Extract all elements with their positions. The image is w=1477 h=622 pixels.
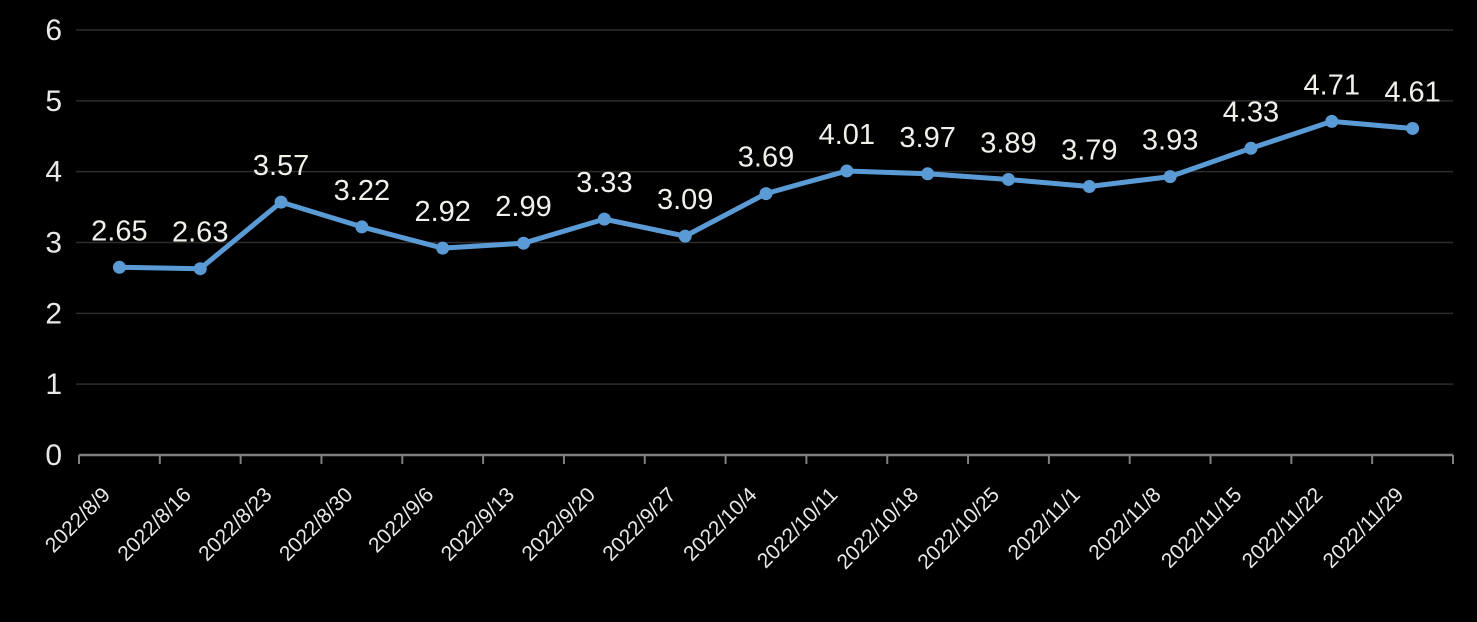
data-point-label: 3.57 [253, 150, 309, 182]
data-point-label: 2.92 [414, 196, 470, 228]
y-axis-label: 2 [45, 297, 62, 330]
data-point-label: 2.65 [91, 215, 147, 247]
x-axis-group [78, 453, 1454, 464]
x-axis-label: 2022/8/16 [113, 483, 195, 565]
markers-group [112, 114, 1420, 276]
y-axis-label: 6 [45, 14, 62, 47]
data-point-marker [840, 164, 854, 178]
x-axis-label: 2022/8/23 [194, 483, 276, 565]
data-point-label: 3.97 [899, 122, 955, 154]
y-axis-label: 1 [45, 368, 62, 401]
x-axis-label: 2022/10/11 [753, 483, 842, 572]
data-point-label: 3.22 [334, 175, 390, 207]
data-point-label: 3.93 [1142, 125, 1198, 157]
data-point-marker [921, 167, 935, 181]
y-axis-label: 3 [45, 227, 62, 260]
data-point-marker [112, 260, 126, 274]
x-axis-label: 2022/8/30 [275, 483, 357, 565]
data-point-label: 4.01 [819, 119, 875, 151]
data-point-marker [678, 229, 692, 243]
data-point-label: 3.89 [980, 127, 1036, 159]
data-point-label: 2.99 [495, 191, 551, 223]
x-axis-label: 2022/11/22 [1238, 483, 1327, 572]
data-point-label: 3.79 [1061, 135, 1117, 167]
data-point-marker [436, 241, 450, 255]
data-point-marker [597, 212, 611, 226]
data-point-label: 3.33 [576, 167, 632, 199]
data-point-marker [517, 236, 531, 250]
x-axis-label: 2022/9/13 [437, 483, 519, 565]
gridlines-group [76, 29, 1453, 385]
data-point-label: 3.69 [738, 142, 794, 174]
data-point-marker [1406, 121, 1420, 135]
data-point-marker [1244, 141, 1258, 155]
y-axis-labels-group: 0 1 2 3 4 5 6 [45, 14, 62, 472]
data-point-marker [355, 220, 369, 234]
data-point-marker [759, 187, 773, 201]
x-axis-label: 2022/8/9 [41, 483, 115, 557]
x-axis-label: 2022/11/8 [1084, 483, 1165, 564]
data-point-marker [1082, 180, 1096, 194]
x-axis-label: 2022/10/18 [833, 483, 924, 574]
x-axis-label: 2022/11/1 [1004, 483, 1085, 564]
data-point-label: 4.33 [1223, 96, 1279, 128]
x-axis-label: 2022/9/6 [364, 483, 438, 557]
data-point-label: 4.61 [1384, 76, 1440, 108]
data-point-marker [1325, 114, 1339, 128]
data-point-marker [1163, 170, 1177, 184]
y-axis-label: 0 [45, 439, 62, 472]
x-axis-label: 2022/11/29 [1319, 483, 1408, 572]
x-axis-label: 2022/10/25 [913, 483, 1004, 574]
x-axis-label: 2022/9/20 [518, 483, 600, 565]
y-axis-label: 4 [45, 156, 62, 189]
data-point-label: 3.09 [657, 184, 713, 216]
x-axis-label: 2022/9/27 [598, 483, 680, 565]
data-point-label: 2.63 [172, 217, 228, 249]
data-point-marker [1001, 172, 1015, 186]
data-labels-group: 2.65 2.63 3.57 3.22 2.92 2.99 3.33 3.09 3.69 4.01… [91, 69, 1441, 248]
x-axis-label: 2022/10/4 [679, 483, 762, 566]
data-point-marker [274, 195, 288, 209]
y-axis-label: 5 [45, 85, 62, 118]
data-point-label: 4.71 [1304, 69, 1360, 101]
x-axis-label: 2022/11/15 [1157, 483, 1246, 572]
data-point-marker [193, 262, 207, 276]
